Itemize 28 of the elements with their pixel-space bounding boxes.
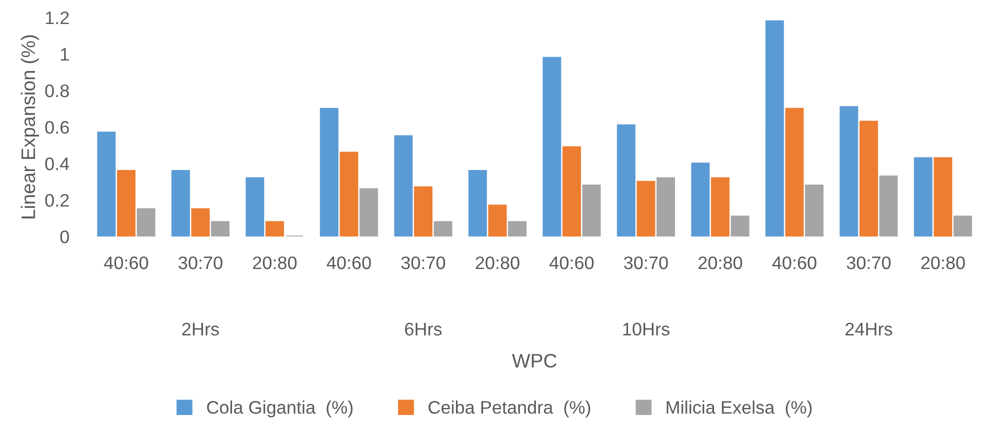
- text: 2Hrs: [182, 322, 219, 336]
- y-tick-label: 1: [60, 48, 69, 61]
- x-tick-label: 40:60: [104, 256, 148, 270]
- x-tick-label: 30:70: [178, 256, 222, 270]
- x-tick-label: 40:60: [550, 256, 594, 270]
- x-tick-label: 30:70: [401, 256, 446, 270]
- y-tick-label: 0.6: [45, 120, 69, 134]
- legend-label: Milicia Exelsa (%): [666, 400, 812, 418]
- text: 6Hrs: [405, 322, 442, 336]
- x-axis-title: WPC: [512, 354, 557, 368]
- x-tick-label: 30:70: [624, 256, 668, 270]
- legend-label: Ceiba Petandra (%): [428, 400, 590, 418]
- y-tick-label: 1.2: [46, 11, 69, 24]
- text: 24Hrs: [846, 322, 892, 336]
- x-tick-label: 20:80: [921, 256, 965, 270]
- y-axis-title: Linear Expansion (%): [20, 35, 40, 218]
- text: 10Hrs: [623, 322, 670, 336]
- y-tick-label: 0.2: [45, 194, 69, 207]
- x-tick-label: 20:80: [253, 256, 297, 270]
- y-tick-label: 0.8: [45, 84, 69, 98]
- x-tick-label: 20:80: [698, 256, 742, 270]
- x-tick-label: 40:60: [772, 256, 816, 270]
- y-tick-label: 0: [60, 230, 69, 244]
- x-tick-label: 20:80: [476, 256, 520, 270]
- x-tick-label: 30:70: [846, 256, 891, 270]
- y-tick-label: 0.4: [45, 157, 70, 170]
- x-tick-label: 40:60: [326, 256, 371, 270]
- legend-label: Cola Gigantia (%): [207, 400, 353, 418]
